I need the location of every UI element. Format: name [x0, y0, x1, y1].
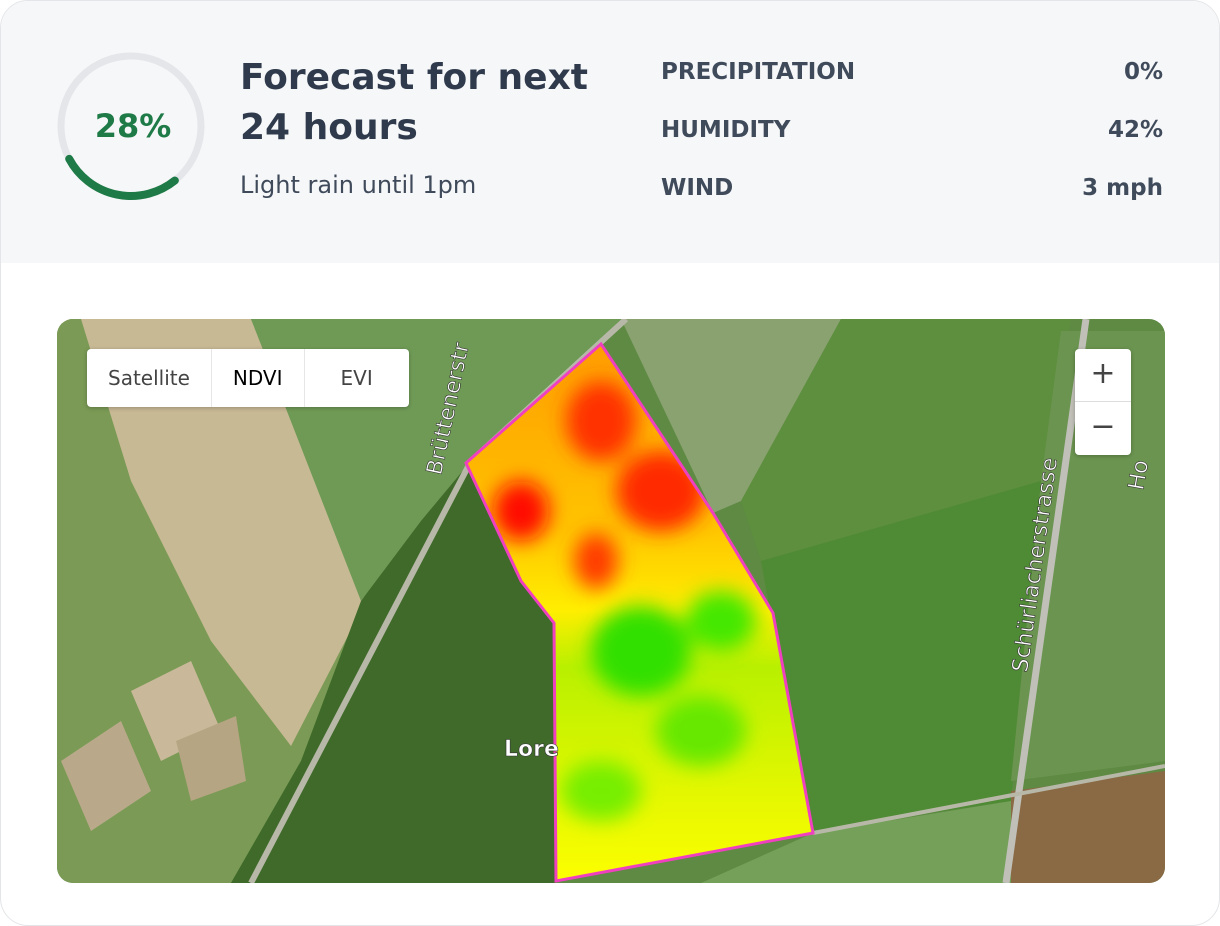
gauge: 28%	[57, 52, 205, 200]
map-label: Ho	[1124, 458, 1154, 492]
gauge-label: 28%	[95, 107, 172, 145]
metric-label: WIND	[661, 175, 734, 201]
metric-value: 0%	[1123, 59, 1163, 85]
forecast-title: Forecast for next 24 hours	[240, 57, 588, 148]
field-boundary	[464, 341, 815, 883]
forecast-subtitle: Light rain until 1pm	[240, 171, 477, 199]
zoom-in[interactable]: +	[1075, 349, 1131, 402]
layer-switcher: Satellite NDVI EVI	[87, 349, 409, 407]
map: Brüttenerstr Schürliacherstrasse Lore Ho	[57, 319, 1165, 883]
zoom-out[interactable]: −	[1090, 409, 1116, 444]
layer-tab[interactable]: Satellite	[87, 349, 212, 407]
metric-label: HUMIDITY	[661, 117, 791, 143]
metric-value: 42%	[1107, 117, 1163, 143]
metric-value: 3 mph	[1082, 175, 1163, 201]
layer-tab[interactable]: EVI	[340, 366, 373, 390]
zoom-control: + −	[1075, 349, 1131, 455]
map-label: Lore	[504, 737, 559, 762]
metric-label: PRECIPITATION	[661, 59, 856, 85]
layer-tab[interactable]: NDVI	[212, 349, 305, 407]
gauge-arc	[65, 154, 179, 200]
